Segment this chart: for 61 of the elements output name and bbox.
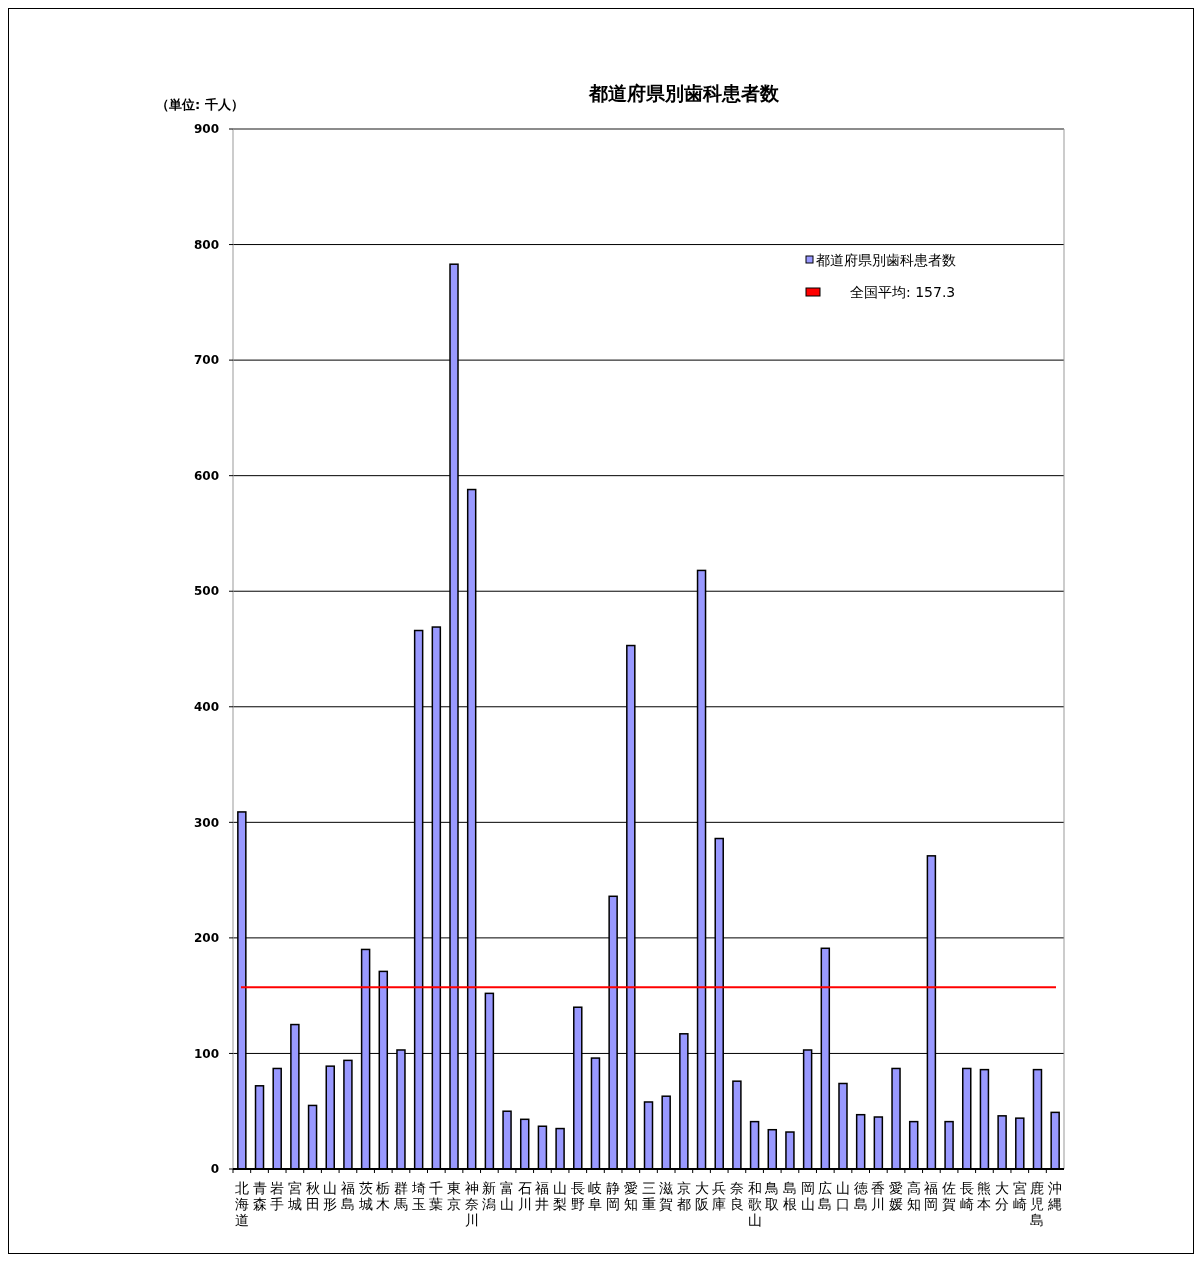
x-tick-label: 大分 xyxy=(995,1180,1010,1212)
y-tick-label: 700 xyxy=(193,353,219,368)
x-tick-label: 宮崎 xyxy=(1012,1180,1027,1212)
x-tick-label: 滋賀 xyxy=(659,1180,674,1212)
x-tick-label: 福岡 xyxy=(924,1180,939,1212)
legend-label: 都道府県別歯科患者数 xyxy=(816,251,956,268)
x-tick-label: 宮城 xyxy=(286,1180,302,1212)
y-tick-label: 600 xyxy=(193,468,219,483)
x-tick-label: 東京 xyxy=(447,1180,462,1212)
x-tick-label: 静岡 xyxy=(606,1180,621,1212)
x-tick-label: 福井 xyxy=(535,1180,550,1212)
x-tick-label: 長野 xyxy=(570,1180,585,1212)
x-tick-label: 岡山 xyxy=(800,1180,815,1212)
x-tick-label: 青森 xyxy=(252,1180,267,1212)
x-tick-label: 佐賀 xyxy=(942,1180,957,1212)
x-tick-label: 秋田 xyxy=(305,1180,320,1212)
x-tick-label: 徳島 xyxy=(853,1180,868,1212)
x-tick-label: 京都 xyxy=(676,1180,691,1212)
x-tick-label: 和歌山 xyxy=(747,1180,762,1228)
x-tick-label: 愛知 xyxy=(623,1180,638,1212)
x-tick-label: 山梨 xyxy=(553,1180,568,1212)
x-tick-label: 千葉 xyxy=(429,1180,444,1212)
y-tick-label: 500 xyxy=(193,584,219,599)
chart-title: 都道府県別歯科患者数 xyxy=(588,82,780,104)
y-tick-label: 300 xyxy=(193,815,219,830)
x-tick-label: 新潟 xyxy=(482,1180,497,1212)
y-tick-label: 900 xyxy=(193,122,219,137)
x-tick-label: 奈良 xyxy=(729,1180,744,1212)
y-tick-label: 200 xyxy=(193,931,219,946)
x-tick-label: 山口 xyxy=(835,1180,850,1212)
x-tick-label: 鹿児島 xyxy=(1030,1180,1045,1228)
x-tick-label: 長崎 xyxy=(959,1180,974,1212)
x-tick-label: 愛媛 xyxy=(889,1180,904,1212)
y-tick-label: 400 xyxy=(193,699,219,714)
x-tick-label: 北海道 xyxy=(234,1180,249,1228)
x-tick-label: 岐阜 xyxy=(588,1180,603,1212)
x-tick-label: 栃木 xyxy=(376,1180,391,1212)
x-tick-label: 神奈川 xyxy=(464,1180,479,1228)
x-tick-label: 群馬 xyxy=(392,1180,408,1212)
x-tick-label: 三重 xyxy=(641,1180,656,1212)
x-tick-label: 石川 xyxy=(517,1180,532,1212)
x-tick-label: 香川 xyxy=(871,1180,886,1212)
x-tick-label: 茨城 xyxy=(357,1180,373,1212)
x-tick-label: 兵庫 xyxy=(712,1180,727,1212)
legend-label: 全国平均: 157.3 xyxy=(850,283,956,300)
x-tick-label: 島根 xyxy=(782,1180,797,1212)
x-tick-label: 鳥取 xyxy=(764,1180,780,1212)
x-tick-label: 岩手 xyxy=(270,1180,285,1212)
x-tick-label: 高知 xyxy=(906,1180,921,1212)
y-tick-label: 0 xyxy=(210,1162,219,1177)
x-tick-label: 大阪 xyxy=(694,1180,709,1212)
y-tick-label: 800 xyxy=(193,237,219,252)
y-axis-title: （単位: 千人） xyxy=(156,97,244,112)
x-tick-label: 富山 xyxy=(500,1180,515,1212)
x-tick-label: 福島 xyxy=(340,1180,355,1212)
x-tick-label: 沖縄 xyxy=(1047,1180,1063,1212)
y-tick-label: 100 xyxy=(193,1046,219,1061)
x-tick-label: 山形 xyxy=(323,1180,338,1212)
x-tick-label: 熊本 xyxy=(977,1180,992,1212)
x-tick-label: 広島 xyxy=(818,1180,833,1212)
x-tick-label: 埼玉 xyxy=(410,1180,426,1212)
